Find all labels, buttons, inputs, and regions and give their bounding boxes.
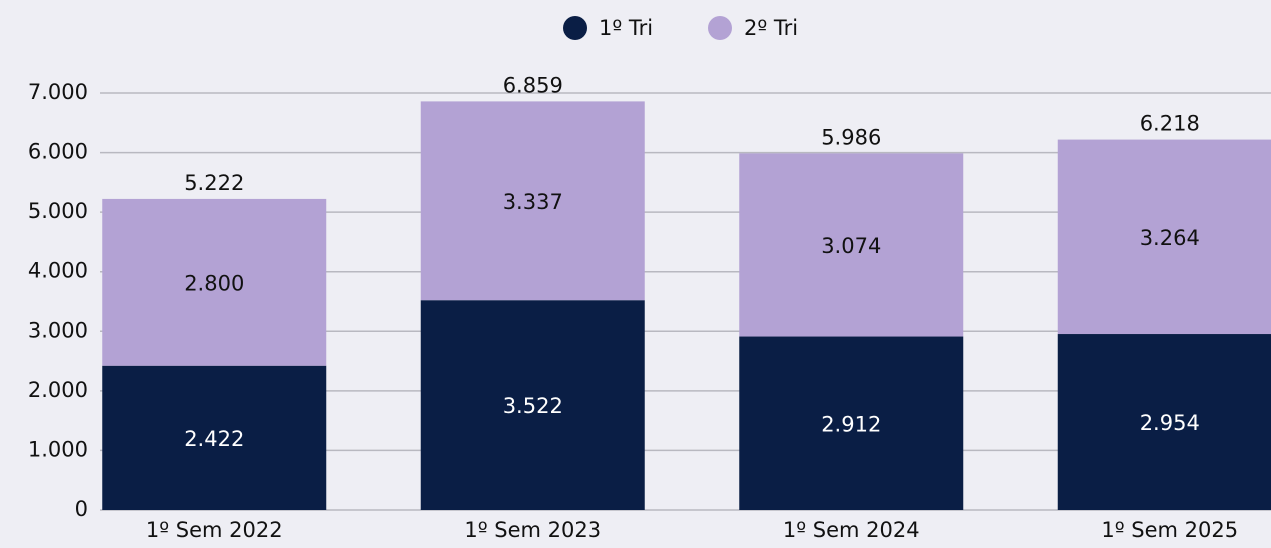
x-tick-label: 1º Sem 2022 xyxy=(146,518,283,542)
total-label: 6.218 xyxy=(1140,112,1200,136)
y-tick-label: 6.000 xyxy=(28,140,88,164)
value-label: 3.522 xyxy=(503,394,563,418)
y-tick-label: 7.000 xyxy=(28,80,88,104)
y-tick-label: 4.000 xyxy=(28,259,88,283)
bar-segment xyxy=(739,336,964,510)
x-tick-label: 1º Sem 2024 xyxy=(783,518,920,542)
value-label: 2.912 xyxy=(821,412,881,436)
y-tick-label: 5.000 xyxy=(28,199,88,223)
y-tick-label: 2.000 xyxy=(28,378,88,402)
bar-segment xyxy=(102,198,327,366)
value-label: 2.954 xyxy=(1140,411,1200,435)
legend-swatch xyxy=(708,16,732,40)
legend-label: 2º Tri xyxy=(744,16,798,40)
legend-swatch xyxy=(563,16,587,40)
value-label: 3.264 xyxy=(1140,226,1200,250)
x-tick-label: 1º Sem 2025 xyxy=(1101,518,1238,542)
x-tick-label: 1º Sem 2023 xyxy=(464,518,601,542)
y-tick-label: 0 xyxy=(75,497,88,521)
bar-segment xyxy=(739,153,964,337)
total-label: 5.986 xyxy=(821,125,881,149)
value-label: 3.337 xyxy=(503,190,563,214)
bar-segment xyxy=(1057,334,1271,510)
value-label: 3.074 xyxy=(821,234,881,258)
value-label: 2.800 xyxy=(184,271,244,295)
y-tick-label: 1.000 xyxy=(28,437,88,461)
total-label: 6.859 xyxy=(503,73,563,97)
bar-segment xyxy=(420,101,645,301)
value-label: 2.422 xyxy=(184,427,244,451)
bar-segment xyxy=(102,365,327,510)
bar-segment xyxy=(420,300,645,510)
y-tick-label: 3.000 xyxy=(28,318,88,342)
total-label: 5.222 xyxy=(184,171,244,195)
bar-segment xyxy=(1057,139,1271,335)
legend-label: 1º Tri xyxy=(599,16,653,40)
